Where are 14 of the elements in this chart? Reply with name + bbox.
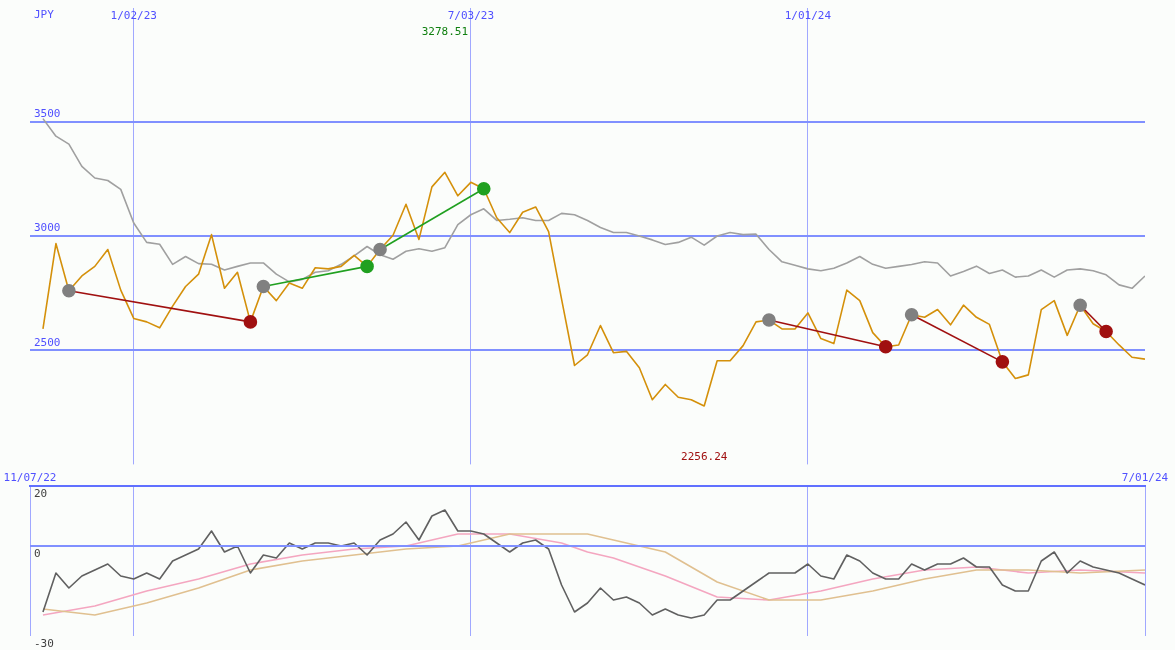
annotation: 2256.24 bbox=[681, 449, 728, 463]
x-tick-label: 11/07/22 bbox=[3, 471, 57, 485]
y-tick-label: 0 bbox=[34, 547, 41, 561]
y-tick-label: 20 bbox=[34, 487, 48, 501]
y-tick-label: 3000 bbox=[34, 221, 61, 235]
x-tick-label: 1/02/23 bbox=[110, 8, 157, 22]
y-axis-title: JPY bbox=[34, 7, 55, 21]
x-tick-label: 1/01/24 bbox=[784, 8, 832, 22]
x-tick-label: 7/01/24 bbox=[1121, 471, 1169, 485]
x-tick-label: 7/03/23 bbox=[447, 8, 494, 22]
y-tick-label: 3500 bbox=[34, 107, 61, 121]
y-tick-label: -30 bbox=[34, 637, 54, 650]
annotation: 3278.51 bbox=[421, 24, 469, 38]
y-tick-label: 2500 bbox=[34, 335, 61, 349]
